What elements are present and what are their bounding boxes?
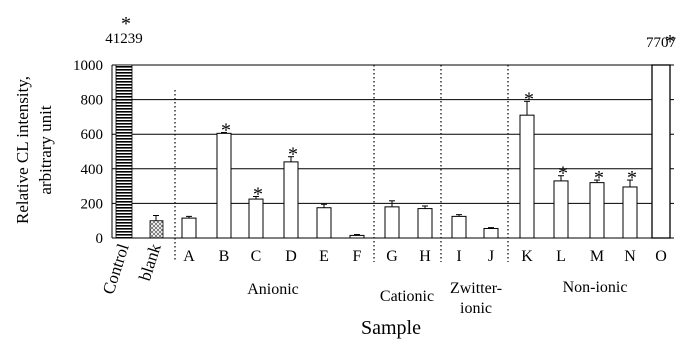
bar — [589, 182, 605, 239]
significance-star: * — [665, 31, 675, 53]
y-axis-title: Relative CL intensity, — [13, 76, 32, 224]
y-tick-label: 800 — [81, 93, 104, 109]
y-tick-label: 400 — [81, 162, 104, 178]
x-tick-label: J — [488, 248, 494, 265]
bar — [149, 220, 164, 239]
bar — [115, 64, 133, 239]
bar — [316, 207, 332, 239]
significance-star: * — [121, 13, 131, 35]
significance-star: * — [288, 144, 298, 166]
x-tick-label: blank — [135, 241, 165, 283]
x-tick-label: O — [655, 248, 667, 265]
x-tick-label: A — [183, 248, 195, 265]
significance-star: * — [221, 119, 231, 141]
x-tick-label: B — [219, 248, 230, 265]
x-tick-label: C — [251, 248, 262, 265]
value-label: 41239 — [105, 31, 143, 47]
x-tick-label: H — [419, 248, 431, 265]
bar — [417, 208, 433, 239]
bars — [115, 64, 671, 239]
x-tick-label: E — [319, 248, 329, 265]
y-tick-label: 1000 — [73, 58, 103, 74]
bar — [622, 186, 638, 239]
x-tick-label: D — [285, 248, 297, 265]
x-tick-label: K — [521, 248, 533, 265]
axes — [111, 65, 674, 262]
significance-star: * — [558, 163, 568, 185]
group-label: Anionic — [247, 281, 299, 298]
significance-star: * — [524, 88, 534, 110]
x-tick-label: M — [590, 248, 604, 265]
x-axis-title: Sample — [361, 317, 421, 339]
x-tick-label: Control — [99, 241, 133, 297]
group-label: Cationic — [380, 288, 434, 305]
bar — [283, 161, 299, 239]
y-tick-label: 200 — [81, 196, 104, 212]
value-label: 7707 — [646, 35, 677, 51]
x-tick-label: I — [456, 248, 461, 265]
significance-star: * — [627, 167, 637, 189]
x-tick-label: L — [556, 248, 566, 265]
bar — [216, 132, 232, 239]
group-label: Zwitter- — [450, 280, 502, 297]
bar — [651, 64, 671, 239]
y-axis-title: arbitrary unit — [36, 105, 55, 194]
y-tick-label: 0 — [96, 231, 104, 247]
x-tick-label: G — [386, 248, 398, 265]
x-tick-label: F — [353, 248, 362, 265]
bar — [181, 217, 197, 239]
bar — [519, 114, 535, 239]
group-label: ionic — [460, 300, 492, 317]
significance-star: * — [253, 183, 263, 205]
bar — [384, 206, 400, 239]
group-label: Non-ionic — [563, 279, 628, 296]
bar — [451, 215, 467, 239]
x-tick-label: N — [624, 248, 636, 265]
y-tick-label: 600 — [81, 127, 104, 143]
bar — [483, 227, 499, 239]
labels: * Control blank A * B * C * D E F G H I J * K * L * M * N * O 4123… — [13, 13, 677, 339]
grid — [112, 64, 674, 204]
significance-star: * — [594, 167, 604, 189]
bar — [553, 180, 569, 239]
